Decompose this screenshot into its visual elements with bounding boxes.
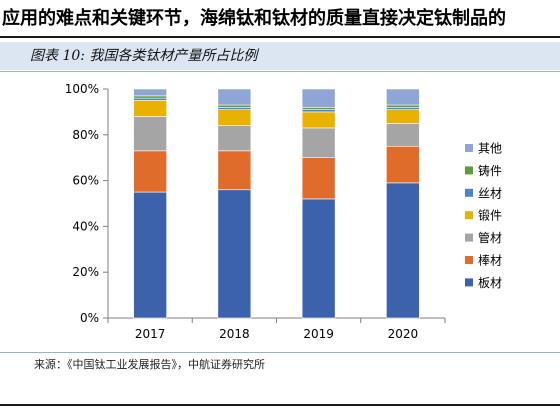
bar-segment xyxy=(133,150,167,193)
y-tick-label: 20% xyxy=(72,265,99,279)
top-rule xyxy=(0,36,560,38)
legend-label: 其他 xyxy=(478,142,502,156)
bar-segment xyxy=(301,198,336,319)
legend-label: 管材 xyxy=(478,230,502,245)
bar-segment xyxy=(386,104,420,108)
bar-segment xyxy=(301,111,336,129)
x-tick-label: 2020 xyxy=(388,327,419,341)
page-heading: 应用的难点和关键环节，海绵钛和钛材的质量直接决定钛制品的 xyxy=(2,8,506,29)
bar-segment xyxy=(301,127,336,159)
caption-rule xyxy=(0,71,560,72)
bar-segment xyxy=(217,88,252,106)
bar-segment xyxy=(386,107,420,110)
bar-segment xyxy=(301,88,336,108)
bar-segment xyxy=(386,123,420,147)
y-tick-label: 80% xyxy=(72,128,99,142)
bar-segment xyxy=(217,150,252,191)
legend-swatch xyxy=(465,211,473,220)
source-note: 来源：《中国钛工业发展报告》，中航证券研究所 xyxy=(34,358,265,371)
y-tick-label: 60% xyxy=(72,174,99,188)
legend-label: 棒材 xyxy=(478,254,502,268)
bar-segment xyxy=(133,116,167,152)
legend-swatch xyxy=(465,256,473,264)
y-tick-label: 100% xyxy=(65,82,99,96)
bar-segment xyxy=(133,191,167,319)
y-tick-label: 40% xyxy=(72,219,99,233)
bar-segment xyxy=(301,107,336,110)
bar-segment xyxy=(133,97,167,101)
figure-caption: 图表 10: 我国各类钛材产量所占比例 xyxy=(0,42,560,70)
bar-segment xyxy=(386,88,420,106)
x-tick-label: 2018 xyxy=(219,327,250,341)
legend-label: 铸件 xyxy=(478,163,502,178)
legend-label: 板材 xyxy=(478,276,502,290)
bar-segment xyxy=(301,109,336,113)
legend-label: 丝材 xyxy=(478,186,502,200)
bar-segment xyxy=(133,100,167,117)
legend-swatch xyxy=(465,233,473,242)
bar-segment xyxy=(217,189,252,319)
legend-swatch xyxy=(465,166,473,175)
bar-segment xyxy=(133,88,167,97)
bar-segment xyxy=(217,109,252,126)
legend-swatch xyxy=(465,144,473,152)
bottom-rule xyxy=(0,404,560,406)
legend-swatch xyxy=(465,278,473,287)
bar-segment xyxy=(217,125,252,152)
bar-segment xyxy=(217,107,252,110)
legend-swatch xyxy=(465,188,473,197)
bar-segment xyxy=(133,95,167,99)
legend-label: 锻件 xyxy=(478,209,502,223)
bar-segment xyxy=(217,104,252,108)
bar-segment xyxy=(386,109,420,124)
x-tick-label: 2017 xyxy=(135,327,166,341)
x-tick-label: 2019 xyxy=(303,327,334,341)
bar-segment xyxy=(301,157,336,200)
bar-segment xyxy=(386,145,420,184)
source-rule xyxy=(0,352,560,353)
bar-segment xyxy=(386,182,420,319)
y-tick-label: 0% xyxy=(80,311,99,325)
